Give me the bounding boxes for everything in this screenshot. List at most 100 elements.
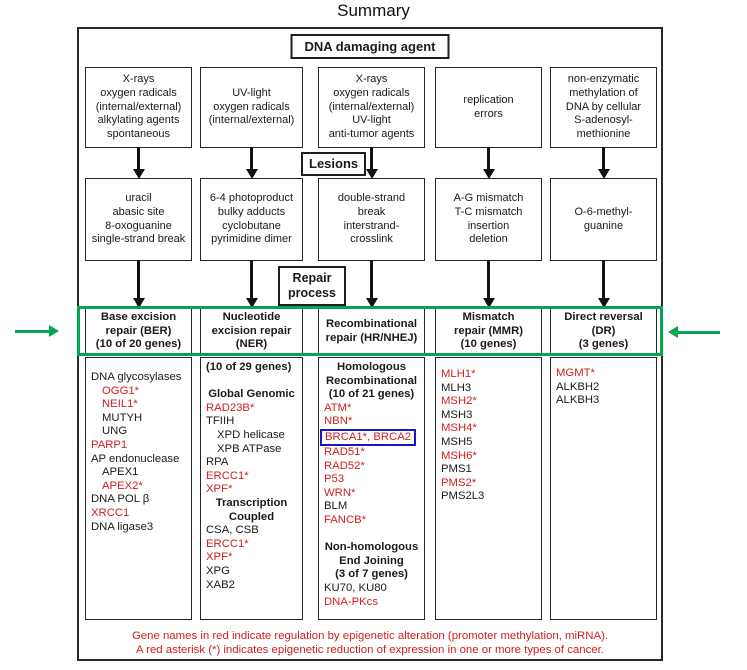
gene-line: PMS2L3 bbox=[441, 490, 485, 503]
gene-line: APEX1 bbox=[102, 466, 139, 479]
column-nucleotide-excision-repair: UV-light oxygen radicals (internal/externa… bbox=[200, 29, 303, 659]
gene-line: OGG1* bbox=[102, 384, 140, 397]
lesion-box: double-strand break interstrand-crosslink bbox=[318, 178, 425, 261]
gene-line: MSH6* bbox=[441, 449, 477, 462]
gene-line: Coupled bbox=[228, 510, 275, 523]
down-arrow-icon bbox=[132, 147, 145, 179]
gene-line: (10 of 21 genes) bbox=[328, 388, 415, 401]
agent-line: methylation of bbox=[569, 86, 638, 99]
gene-line: Non-homologous bbox=[324, 541, 419, 554]
repair-pathway-header: Recombinational repair (HR/NHEJ) bbox=[318, 308, 425, 355]
lesion-line: bulky adducts bbox=[217, 205, 286, 218]
agent-line: UV-light bbox=[232, 86, 271, 99]
lesion-box: O-6-methyl-guanine bbox=[550, 178, 657, 261]
gene-line: Homologous bbox=[336, 361, 407, 373]
agent-line: X-rays bbox=[355, 73, 388, 85]
repair-header-line: repair (MMR) bbox=[453, 324, 524, 337]
gene-line: BLM bbox=[324, 500, 348, 513]
gene-line: Transcription bbox=[215, 496, 288, 509]
lesion-line: interstrand- bbox=[343, 219, 400, 232]
damaging-agent-box: X-rays oxygen radicals (internal/external)… bbox=[85, 67, 192, 148]
repair-header-line: (10 genes) bbox=[460, 338, 517, 351]
agent-line: alkylating agents bbox=[97, 114, 180, 127]
gene-line: MSH4* bbox=[441, 422, 477, 435]
agent-line: S-adenosyl- bbox=[574, 114, 633, 127]
lesion-line: 6-4 photoproduct bbox=[209, 191, 294, 204]
repair-pathway-header: Mismatch repair (MMR) (10 genes) bbox=[435, 308, 542, 355]
green-arrow-left-icon bbox=[15, 325, 59, 337]
lesion-line: cyclobutane bbox=[222, 219, 281, 232]
gene-line: MSH3 bbox=[441, 408, 473, 421]
gene-line: CSA, CSB bbox=[206, 524, 259, 537]
repair-header-line: repair (BER) bbox=[105, 324, 172, 337]
repair-header-line: Recombinational bbox=[325, 317, 417, 330]
gene-line: MUTYH bbox=[102, 411, 143, 424]
gene-line: KU70, KU80 bbox=[324, 581, 387, 594]
lesion-line: T-C mismatch bbox=[454, 205, 523, 218]
gene-line: MSH5 bbox=[441, 435, 473, 448]
gene-line: ATM* bbox=[324, 401, 352, 414]
down-arrow-icon bbox=[482, 147, 495, 179]
gene-line: XRCC1 bbox=[91, 506, 130, 519]
gene-line: DNA glycosylases bbox=[91, 371, 182, 383]
gene-line: XAB2 bbox=[206, 578, 235, 591]
gene-list-box: Homologous Recombinational (10 of 21 genes… bbox=[318, 357, 425, 620]
column-recombinational-repair: X-rays oxygen radicals (internal/external)… bbox=[318, 29, 425, 659]
gene-line: TFIIH bbox=[206, 415, 235, 428]
gene-line: ERCC1* bbox=[206, 469, 249, 482]
down-arrow-icon bbox=[132, 260, 145, 308]
gene-list-box: MLH1* MLH3 MSH2* MSH3 MSH4* MSH5 MSH6* PMS1 PMS2… bbox=[435, 357, 542, 620]
gene-line: End Joining bbox=[339, 554, 404, 567]
gene-line: RAD52* bbox=[324, 459, 365, 472]
repair-header-line: Base excision bbox=[100, 310, 177, 323]
column-base-excision-repair: X-rays oxygen radicals (internal/external)… bbox=[85, 29, 192, 659]
repair-header-line: Mismatch bbox=[462, 310, 515, 323]
footnote-line: A red asterisk (*) indicates epigenetic … bbox=[136, 643, 604, 656]
agent-line: non-enzymatic bbox=[567, 73, 640, 85]
gene-line: XPB ATPase bbox=[217, 442, 282, 455]
down-arrow-icon bbox=[245, 260, 258, 308]
agent-line: anti-tumor agents bbox=[328, 128, 415, 141]
lesion-line: O-6-methyl- bbox=[574, 205, 633, 218]
repair-pathway-header: Nucleotide excision repair (NER) bbox=[200, 308, 303, 355]
repair-header-line: (DR) bbox=[591, 324, 616, 337]
gene-line: RAD23B* bbox=[206, 401, 255, 414]
agent-line: errors bbox=[474, 107, 503, 120]
lesion-line: insertion bbox=[467, 219, 510, 232]
gene-line: DNA-PKcs bbox=[324, 595, 378, 608]
gene-line bbox=[201, 375, 302, 389]
gene-list-box: MGMT* ALKBH2 ALKBH3 bbox=[550, 357, 657, 620]
gene-line-brca-highlighted: BRCA1*, BRCA2 bbox=[320, 428, 417, 446]
green-arrow-right-icon bbox=[668, 326, 720, 338]
repair-pathway-header: Direct reversal (DR) (3 genes) bbox=[550, 308, 657, 355]
lesion-box: 6-4 photoproduct bulky adducts cyclobutane… bbox=[200, 178, 303, 261]
gene-line: MLH3 bbox=[441, 381, 472, 394]
gene-line: (3 of 7 genes) bbox=[335, 568, 408, 581]
gene-line: AP endonuclease bbox=[91, 452, 180, 465]
gene-line: NBN* bbox=[324, 415, 353, 428]
agent-line: oxygen radicals bbox=[333, 86, 410, 99]
lesion-box: uracil abasic site 8-oxoguanine single-stra… bbox=[85, 178, 192, 261]
down-arrow-icon bbox=[365, 260, 378, 308]
footnote-line: Gene names in red indicate regulation by… bbox=[131, 630, 609, 642]
column-mismatch-repair: replication errors A-G mismatch T-C mismat… bbox=[435, 29, 542, 659]
lesions-label-box: Lesions bbox=[301, 152, 367, 176]
page-title: Summary bbox=[337, 1, 410, 20]
agent-line: oxygen radicals bbox=[213, 100, 290, 113]
gene-line: DNA ligase3 bbox=[91, 520, 154, 533]
repair-header-line: Nucleotide bbox=[222, 310, 281, 323]
gene-line: RAD51* bbox=[324, 445, 365, 458]
gene-line: ERCC1* bbox=[206, 537, 249, 550]
lesion-line: deletion bbox=[469, 233, 508, 246]
repair-header-line: excision repair bbox=[211, 324, 292, 337]
down-arrow-icon bbox=[482, 260, 495, 308]
repair-process-line: Repair bbox=[292, 271, 332, 285]
repair-header-line: (NER) bbox=[235, 338, 268, 351]
lesion-line: pyrimidine dimer bbox=[211, 233, 292, 246]
agent-line: spontaneous bbox=[107, 128, 170, 141]
gene-line: XPF* bbox=[206, 483, 233, 496]
gene-line: UNG bbox=[102, 425, 128, 438]
damaging-agent-box: UV-light oxygen radicals (internal/externa… bbox=[200, 67, 303, 148]
agent-line: oxygen radicals bbox=[100, 86, 177, 99]
